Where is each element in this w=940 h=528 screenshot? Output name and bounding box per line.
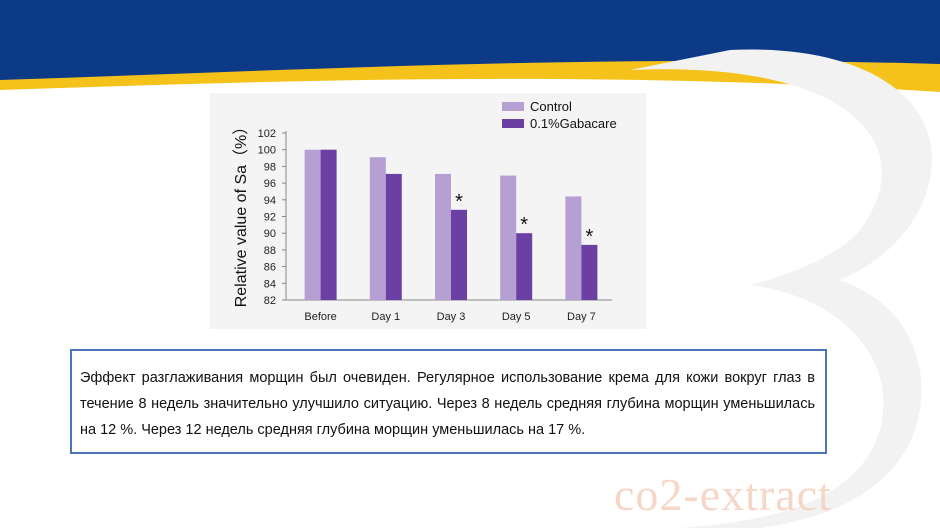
chart-panel: Relative value of Sa（%） Control 0.1%Gabac… <box>210 93 646 329</box>
bar <box>500 175 517 300</box>
y-tick-label: 82 <box>264 295 276 307</box>
legend-swatch <box>502 102 524 111</box>
y-tick-label: 98 <box>264 161 276 173</box>
bar <box>369 157 386 300</box>
legend-label: Control <box>530 99 572 114</box>
description-box: Эффект разглаживания морщин был очевиден… <box>70 349 827 454</box>
x-tick-label: Day 1 <box>371 311 400 323</box>
chart-legend: Control 0.1%Gabacare <box>502 99 617 131</box>
bar <box>581 244 598 300</box>
bar <box>320 149 337 300</box>
y-tick-label: 102 <box>258 128 276 140</box>
x-tick-label: Before <box>304 311 336 323</box>
x-tick-label: Day 7 <box>567 311 596 323</box>
bar <box>304 149 321 300</box>
description-text: Эффект разглаживания морщин был очевиден… <box>80 370 815 438</box>
bar-chart: Relative value of Sa（%） Control 0.1%Gabac… <box>232 99 617 323</box>
y-tick-label: 96 <box>264 178 276 190</box>
y-tick-label: 90 <box>264 228 276 240</box>
bar <box>516 233 533 300</box>
x-tick-label: Day 3 <box>437 311 466 323</box>
y-tick-label: 84 <box>264 278 276 290</box>
bar <box>451 209 467 300</box>
y-tick-label: 92 <box>264 212 276 224</box>
watermark: co2-extract <box>614 469 832 520</box>
background-swoosh <box>630 49 932 528</box>
y-axis-label: Relative value of Sa（%） <box>232 119 250 308</box>
significance-mark: * <box>455 191 463 213</box>
bar <box>385 173 402 300</box>
x-tick-label: Day 5 <box>502 311 531 323</box>
y-tick-label: 94 <box>264 195 276 207</box>
y-tick-label: 100 <box>258 145 276 157</box>
legend-swatch <box>502 119 524 128</box>
bar <box>565 196 582 300</box>
significance-mark: * <box>586 226 594 248</box>
bar <box>435 173 451 300</box>
y-tick-label: 86 <box>264 262 276 274</box>
y-tick-label: 88 <box>264 245 276 257</box>
significance-mark: * <box>520 214 528 236</box>
legend-label: 0.1%Gabacare <box>530 116 617 131</box>
